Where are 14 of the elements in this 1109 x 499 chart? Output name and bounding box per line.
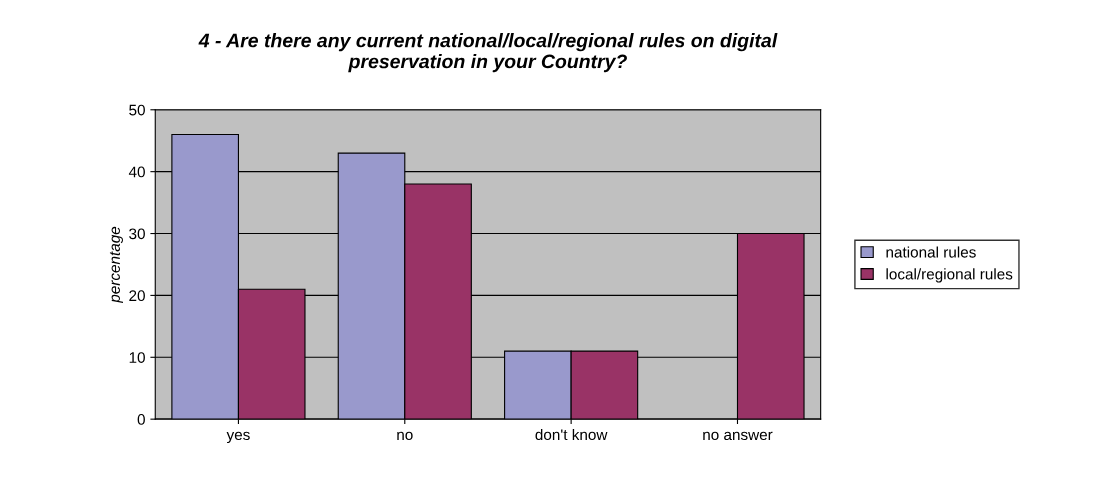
y-tick-label: 40 bbox=[128, 166, 145, 178]
y-tick-label: 10 bbox=[129, 352, 145, 363]
y-tick-label: 30 bbox=[129, 228, 145, 240]
x-tick-label: yes bbox=[226, 431, 250, 444]
y-axis-title: percentage bbox=[109, 226, 123, 304]
y-tick-label: 20 bbox=[129, 290, 145, 302]
legend-label: local/regional rules bbox=[886, 268, 1013, 283]
x-tick-label: don't know bbox=[535, 428, 608, 441]
y-tick-label: 0 bbox=[137, 414, 145, 425]
x-tick-label: no bbox=[397, 431, 413, 441]
chart-title: 4 - Are there any current national/local/regional rules on digital preservation in your Country? bbox=[198, 33, 778, 73]
legend-label: national rules bbox=[886, 246, 976, 258]
x-tick-label: no answer bbox=[703, 431, 773, 441]
y-tick-label: 50 bbox=[129, 104, 145, 116]
